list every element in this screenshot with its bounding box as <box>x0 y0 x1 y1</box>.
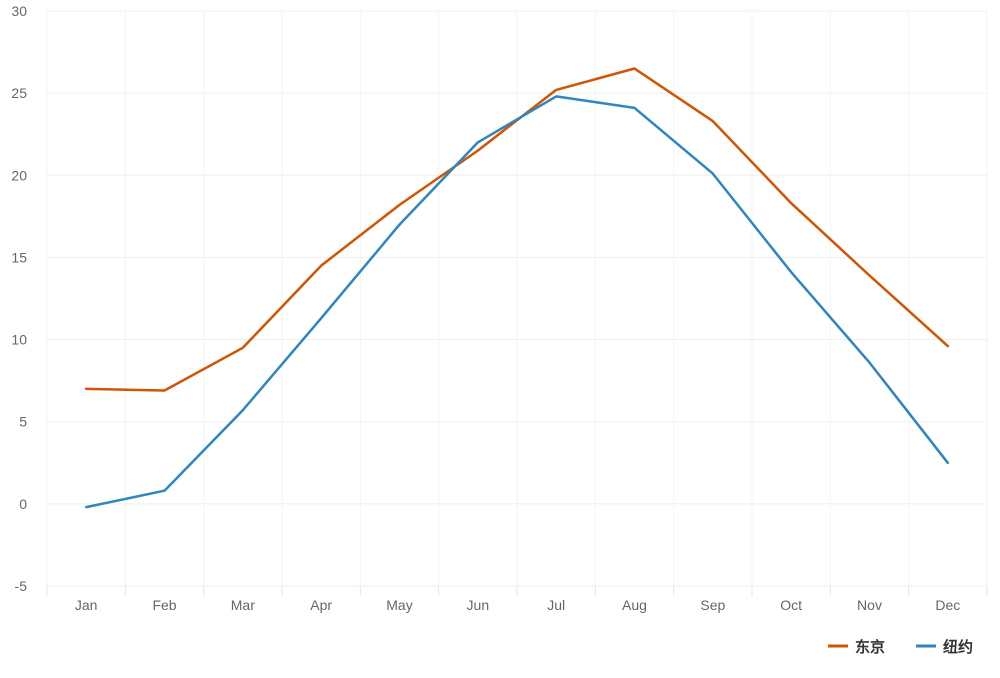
legend-label: 东京 <box>855 638 885 656</box>
data-point[interactable] <box>318 263 324 269</box>
data-point[interactable] <box>710 171 716 177</box>
y-tick-label: 30 <box>11 3 27 19</box>
y-axis: -5 0 5 10 15 20 25 30 <box>11 3 27 594</box>
legend-item-0[interactable]: 东京 <box>828 638 885 656</box>
data-point[interactable] <box>475 139 481 145</box>
x-tick-label: May <box>386 597 412 613</box>
data-point[interactable] <box>83 386 89 392</box>
data-point[interactable] <box>867 360 873 366</box>
data-point[interactable] <box>553 93 559 99</box>
x-axis: Jan Feb Mar Apr May Jun Jul Aug Sep Oct Nov Dec <box>46 586 988 613</box>
chart-legend[interactable]: 东京 纽约 <box>828 638 973 656</box>
y-tick-label: 10 <box>11 332 27 348</box>
legend-item-1[interactable]: 纽约 <box>916 638 973 656</box>
data-point[interactable] <box>788 200 794 206</box>
x-tick-label: Jul <box>547 597 565 613</box>
data-point[interactable] <box>632 66 638 72</box>
y-tick-label: 25 <box>11 85 27 101</box>
x-tick-label: Mar <box>231 597 255 613</box>
y-tick-label: 5 <box>19 414 27 430</box>
x-tick-label: Feb <box>152 597 176 613</box>
x-tick-label: Apr <box>310 597 332 613</box>
data-point[interactable] <box>397 202 403 208</box>
data-point[interactable] <box>945 460 951 466</box>
data-point[interactable] <box>475 148 481 154</box>
y-tick-label: 15 <box>11 249 27 265</box>
y-tick-label: 20 <box>11 167 27 183</box>
x-tick-label: Sep <box>700 597 725 613</box>
x-tick-label: Jun <box>467 597 490 613</box>
data-point[interactable] <box>83 504 89 510</box>
data-point[interactable] <box>240 407 246 413</box>
x-tick-label: Aug <box>622 597 647 613</box>
data-point[interactable] <box>867 273 873 279</box>
data-point[interactable] <box>788 269 794 275</box>
series-line-1[interactable] <box>84 95 950 509</box>
x-tick-label: Jan <box>75 597 98 613</box>
x-tick-label: Dec <box>935 597 960 613</box>
data-point[interactable] <box>397 222 403 228</box>
data-point[interactable] <box>162 488 168 494</box>
legend-label: 纽约 <box>943 638 973 656</box>
data-point[interactable] <box>318 315 324 321</box>
data-point[interactable] <box>240 345 246 351</box>
data-point[interactable] <box>553 87 559 93</box>
x-tick-label: Nov <box>857 597 882 613</box>
y-tick-label: -5 <box>15 578 28 594</box>
data-point[interactable] <box>162 388 168 394</box>
x-tick-label: Oct <box>780 597 802 613</box>
data-point[interactable] <box>632 105 638 111</box>
data-point[interactable] <box>710 118 716 124</box>
chart-grid <box>46 10 988 587</box>
data-point[interactable] <box>945 343 951 349</box>
chart-series <box>83 66 951 510</box>
y-tick-label: 0 <box>19 496 27 512</box>
